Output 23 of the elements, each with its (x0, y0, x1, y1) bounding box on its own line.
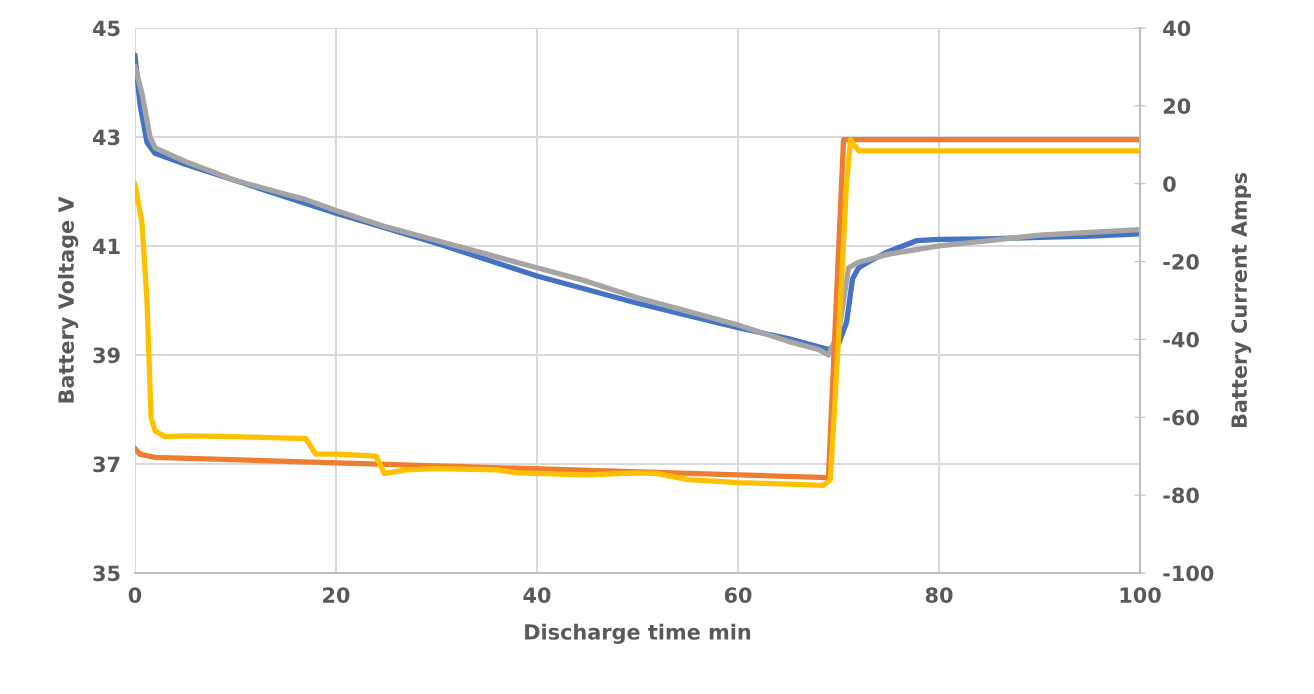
x-tick-label: 40 (523, 587, 551, 603)
y-tick-label: 45 (93, 20, 120, 37)
x-tick-label: 80 (925, 587, 953, 603)
y-tick-label: 43 (93, 129, 120, 146)
x-tick-label: 20 (323, 587, 350, 603)
x-tick-label: 60 (724, 587, 752, 603)
y-tick-label: 37 (93, 456, 120, 473)
y2-tick-label: -100 (1163, 565, 1214, 582)
x-axis-title: Discharge time min (525, 623, 751, 645)
y-tick-label: 41 (93, 238, 120, 254)
y2-tick-label: -60 (1163, 409, 1199, 426)
y2-tick-label: -20 (1163, 253, 1199, 270)
y-tick-label: 39 (93, 347, 120, 364)
x-tick-label: 0 (128, 587, 142, 603)
y-tick-label: 35 (93, 565, 120, 582)
y-axis-title: Battery Voltage V (57, 196, 79, 403)
y2-tick-label: 0 (1163, 176, 1176, 192)
y2-axis-title: Battery Current Amps (1231, 172, 1252, 428)
y2-tick-label: 40 (1163, 20, 1191, 37)
y2-tick-label: -40 (1163, 331, 1199, 348)
y2-tick-label: 20 (1163, 98, 1191, 115)
x-tick-label: 100 (1120, 587, 1161, 603)
y2-tick-label: -80 (1163, 487, 1199, 504)
